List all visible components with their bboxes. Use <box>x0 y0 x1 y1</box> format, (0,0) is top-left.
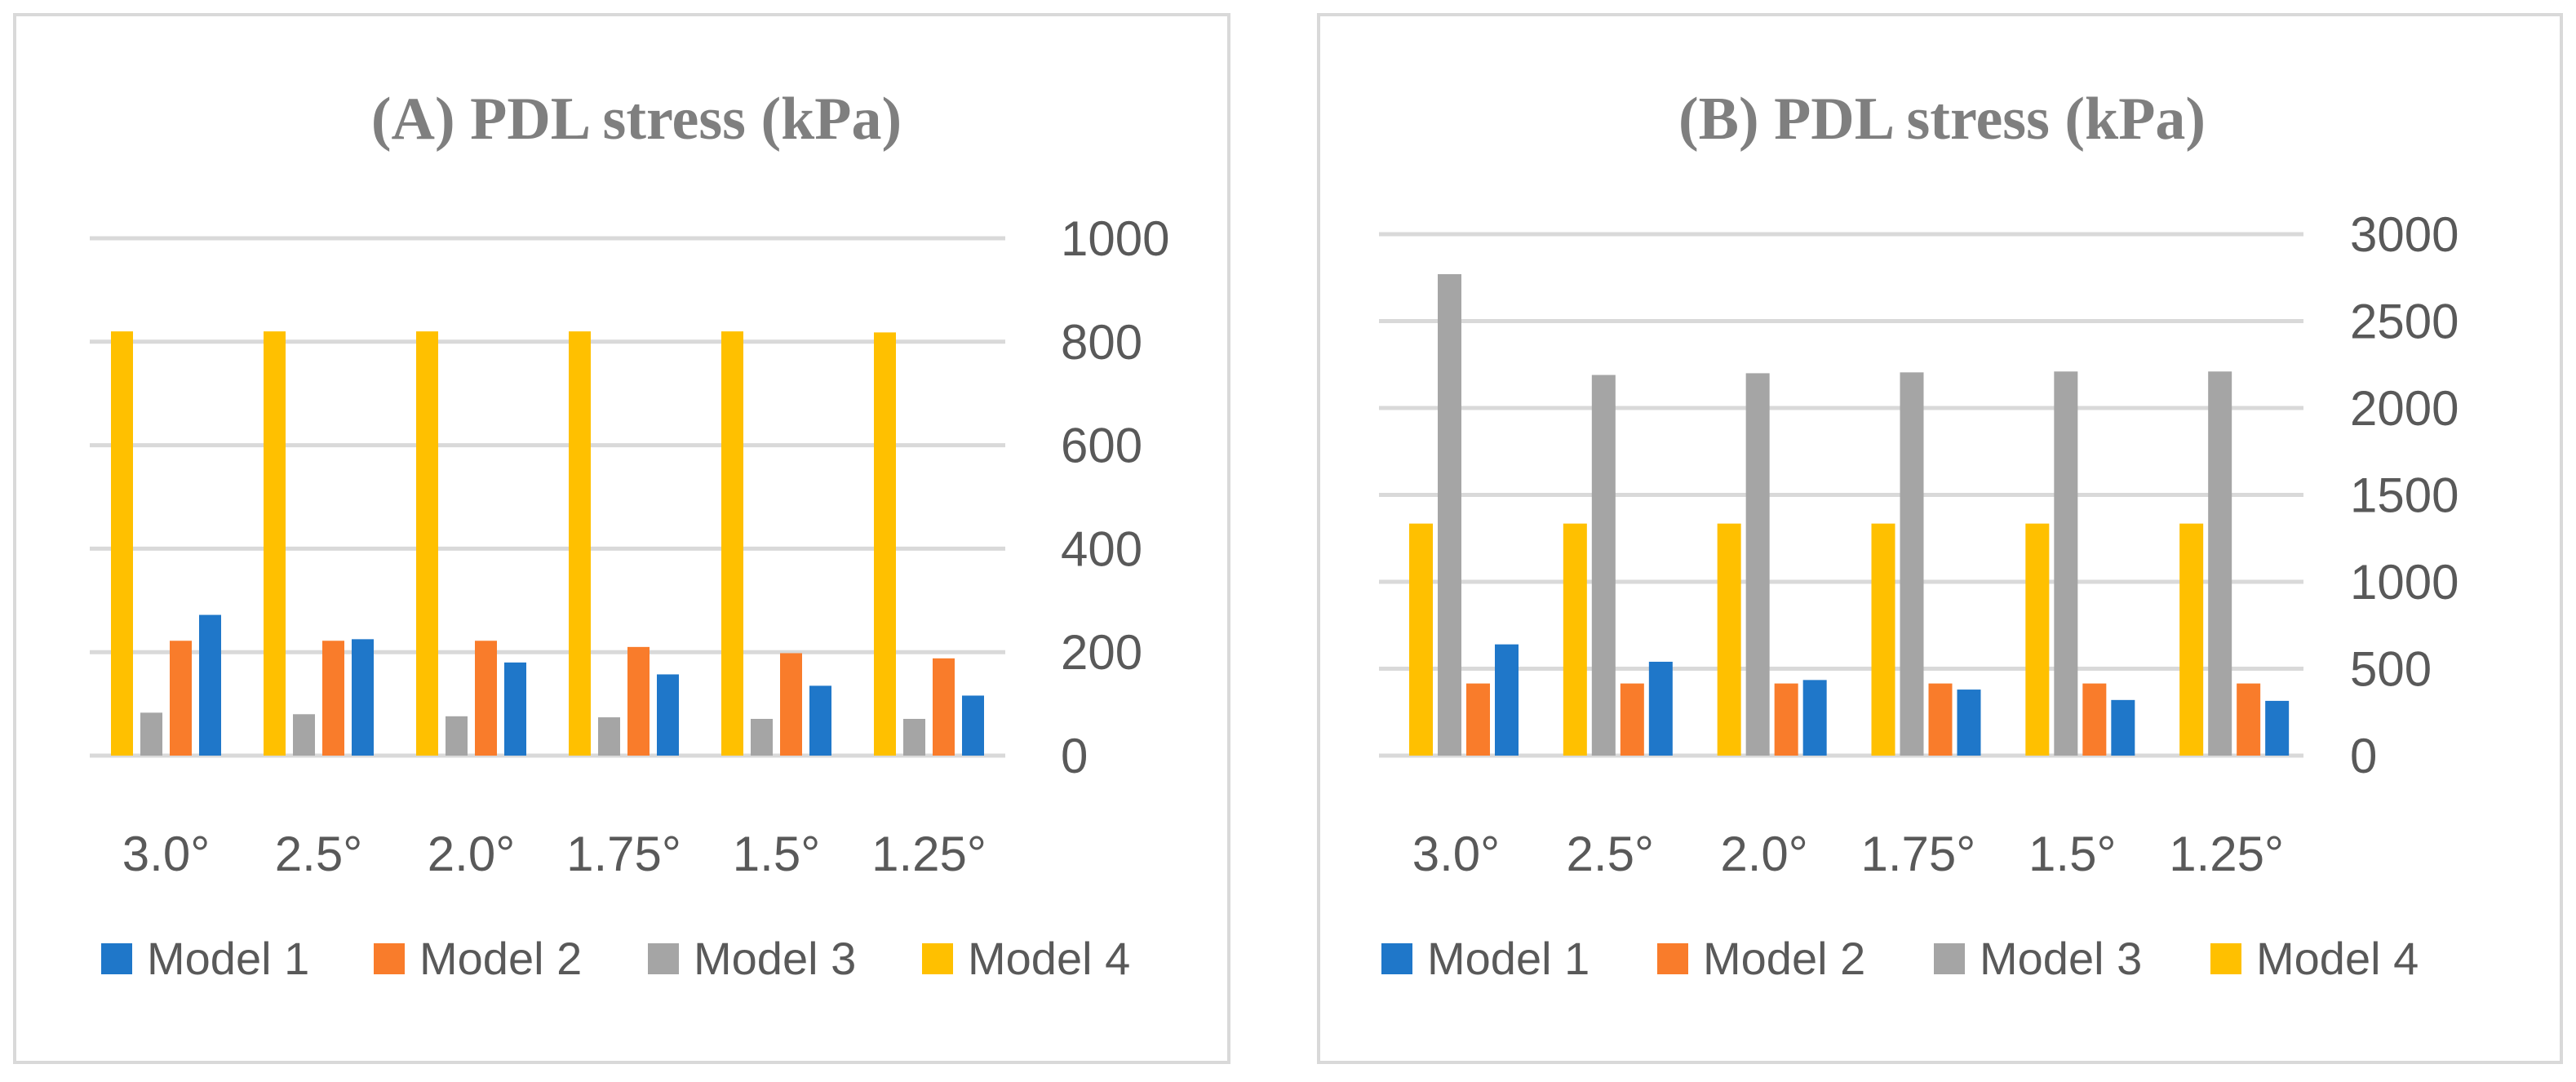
x-tick-label: 2.5° <box>275 827 362 881</box>
y-tick-label: 2500 <box>2350 295 2459 349</box>
y-tick-label: 3000 <box>2350 207 2459 262</box>
bar-model-2-1 <box>322 641 344 756</box>
legend-label: Model 1 <box>147 933 309 984</box>
legend-label: Model 2 <box>1703 933 1865 984</box>
x-tick-label: 1.25° <box>871 827 987 881</box>
bar-model-1-5 <box>962 695 984 756</box>
bar-model-3-1 <box>1591 375 1616 756</box>
bar-model-4-3 <box>1871 523 1895 756</box>
bar-model-2-3 <box>1928 683 1953 756</box>
bar-model-3-4 <box>751 718 773 756</box>
x-tick-label: 1.75° <box>1861 827 1976 881</box>
bar-model-4-4 <box>2025 523 2050 756</box>
legend-swatch-model-4 <box>922 943 953 974</box>
legend-swatch-model-3 <box>648 943 679 974</box>
bar-model-3-3 <box>1900 372 1924 756</box>
bar-model-1-1 <box>352 639 374 756</box>
bar-model-1-5 <box>2265 700 2290 756</box>
bar-model-2-0 <box>170 641 192 756</box>
bar-model-2-3 <box>627 646 650 756</box>
y-tick-label: 500 <box>2350 642 2432 697</box>
legend-swatch-model-1 <box>101 943 132 974</box>
bar-model-3-5 <box>2208 371 2232 756</box>
chart-title: (A) PDL stress (kPa) <box>371 86 902 153</box>
y-tick-label: 200 <box>1061 625 1142 680</box>
legend-label: Model 2 <box>419 933 582 984</box>
legend-swatch-model-1 <box>1381 943 1412 974</box>
x-tick-label: 3.0° <box>1412 827 1500 881</box>
bar-model-4-5 <box>2179 523 2204 756</box>
bar-model-4-4 <box>721 331 743 756</box>
y-tick-label: 400 <box>1061 521 1142 576</box>
bar-model-2-5 <box>933 658 955 756</box>
x-tick-label: 2.0° <box>1720 827 1807 881</box>
y-tick-label: 0 <box>1061 729 1088 783</box>
bar-model-4-0 <box>1409 523 1433 756</box>
bar-model-1-3 <box>1957 690 1981 756</box>
bar-model-1-2 <box>504 662 526 756</box>
chart-b-svg: (B) PDL stress (kPa) 0 500 1000 1500 2000 2500… <box>1379 86 2459 984</box>
bar-model-3-1 <box>293 714 315 756</box>
legend-label: Model 3 <box>694 933 856 984</box>
x-tick-label: 2.5° <box>1567 827 1654 881</box>
bar-model-4-0 <box>111 331 133 756</box>
y-tick-label: 0 <box>2350 729 2377 783</box>
bar-model-3-2 <box>446 716 468 756</box>
bar-model-3-5 <box>903 718 925 756</box>
bar-model-4-1 <box>264 331 286 756</box>
bar-model-3-4 <box>2054 371 2078 756</box>
bar-model-3-0 <box>140 712 162 756</box>
legend-label: Model 4 <box>968 933 1130 984</box>
x-tick-label: 2.0° <box>428 827 515 881</box>
bar-model-1-0 <box>1495 644 1519 756</box>
chart-a-svg: (A) PDL stress (kPa) 0 200 400 600 800 1000 3.0… <box>90 86 1169 984</box>
bar-model-3-0 <box>1438 273 1461 756</box>
bar-model-1-2 <box>1802 680 1827 756</box>
bar-model-3-3 <box>598 717 620 756</box>
bar-model-3-2 <box>1745 373 1770 756</box>
bar-model-4-2 <box>416 331 438 756</box>
y-tick-label: 2000 <box>2350 381 2459 436</box>
bar-model-2-0 <box>1466 683 1490 756</box>
legend-label: Model 4 <box>2256 933 2419 984</box>
bar-model-2-4 <box>780 653 802 756</box>
legend-swatch-model-2 <box>374 943 405 974</box>
y-tick-label: 800 <box>1061 315 1142 370</box>
bar-model-2-1 <box>1620 683 1644 756</box>
legend-label: Model 1 <box>1427 933 1589 984</box>
chart-panel-b: (B) PDL stress (kPa) 0 500 1000 1500 2000 2500… <box>1317 13 2563 1064</box>
bar-model-2-2 <box>1774 683 1798 756</box>
bar-model-1-0 <box>199 614 221 756</box>
bar-model-2-5 <box>2237 683 2261 756</box>
y-tick-label: 1500 <box>2350 468 2459 523</box>
y-tick-label: 1000 <box>2350 555 2459 610</box>
legend-label: Model 3 <box>1980 933 2142 984</box>
x-tick-label: 3.0° <box>122 827 210 881</box>
bar-model-1-4 <box>809 685 831 756</box>
chart-panel-a: (A) PDL stress (kPa) 0 200 400 600 800 1000 3.0… <box>13 13 1230 1064</box>
bar-model-1-4 <box>2111 699 2135 756</box>
chart-title: (B) PDL stress (kPa) <box>1678 86 2206 153</box>
legend-swatch-model-4 <box>2210 943 2241 974</box>
bar-model-4-1 <box>1563 523 1587 756</box>
x-tick-label: 1.5° <box>2028 827 2116 881</box>
bar-model-1-1 <box>1648 661 1673 756</box>
y-tick-label: 1000 <box>1061 211 1169 266</box>
bar-model-4-2 <box>1717 523 1741 756</box>
legend-swatch-model-2 <box>1657 943 1688 974</box>
bar-model-2-2 <box>475 641 497 756</box>
legend-swatch-model-3 <box>1934 943 1965 974</box>
y-tick-label: 600 <box>1061 419 1142 473</box>
bar-model-4-5 <box>874 332 896 756</box>
bar-model-2-4 <box>2082 683 2107 756</box>
bar-model-1-3 <box>657 674 679 756</box>
bar-model-4-3 <box>569 331 591 756</box>
x-tick-label: 1.75° <box>566 827 681 881</box>
x-tick-label: 1.25° <box>2169 827 2284 881</box>
x-tick-label: 1.5° <box>733 827 820 881</box>
